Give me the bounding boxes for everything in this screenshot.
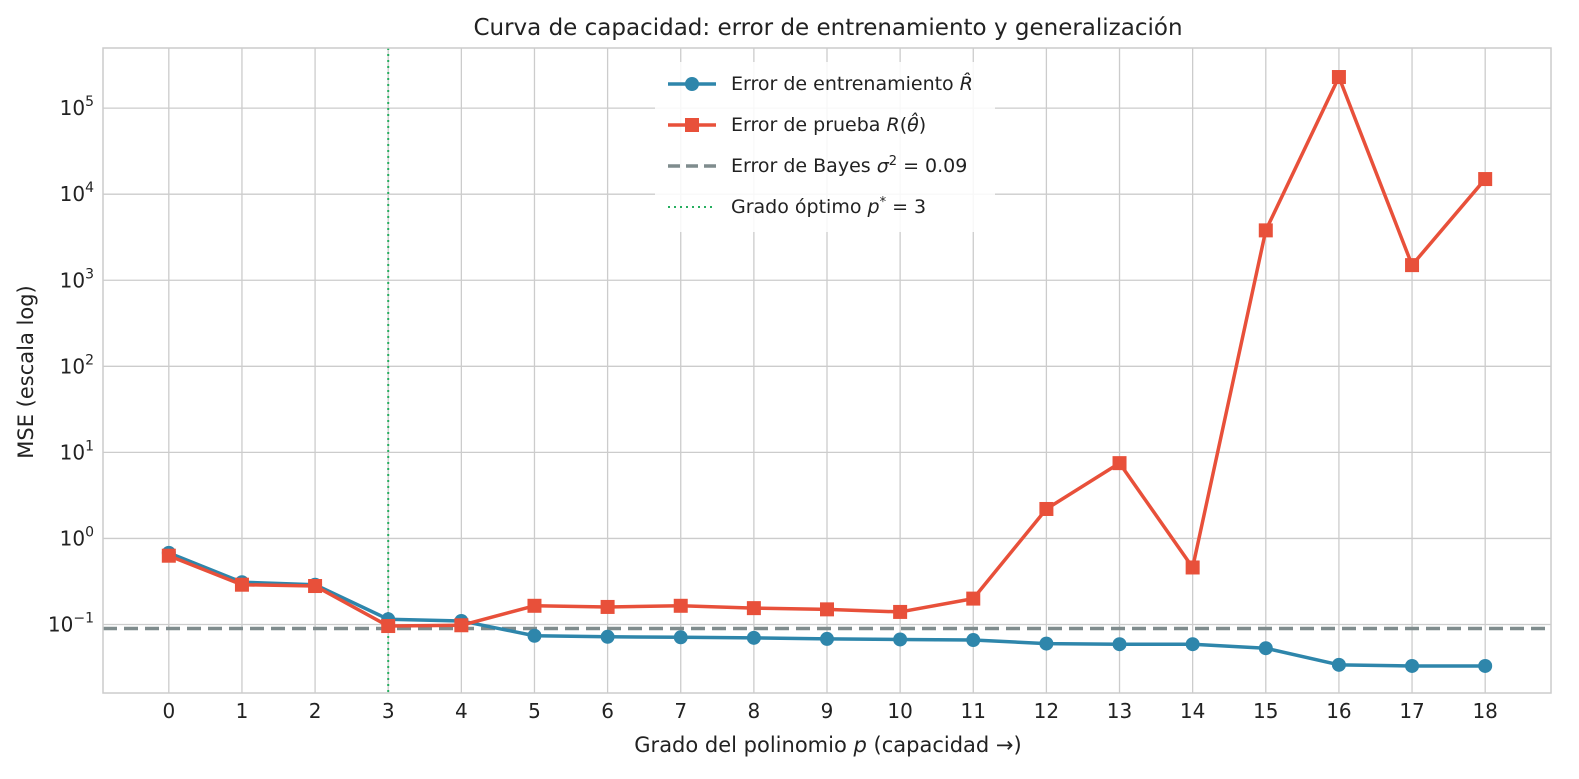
x-tick-label: 3 [382,699,395,723]
test-error-point [161,548,176,563]
test-error-point [673,598,688,613]
y-tick-label: 101 [60,438,94,464]
x-tick-label: 10 [887,699,912,723]
test-error-point [1258,223,1273,238]
x-tick-label: 2 [309,699,322,723]
train-error-point [893,632,908,647]
train-error-point [966,633,981,648]
series-layer [161,70,1493,673]
train-error-point [600,629,615,644]
train-error-point [746,630,761,645]
train-error-point [1039,636,1054,651]
y-tick-label: 104 [60,180,94,206]
x-tick-label: 13 [1107,699,1132,723]
test-error-point [234,577,249,592]
chart-title: Curva de capacidad: error de entrenamien… [473,15,1182,41]
legend: Error de entrenamiento R̂ Error de prueb… [655,62,995,232]
train-error-point [527,628,542,643]
x-tick-label: 14 [1180,699,1205,723]
test-error-point [527,598,542,613]
train-error-point [1331,657,1346,672]
test-error-point [381,619,396,634]
test-error-point [1185,560,1200,575]
legend-train-label: Error de entrenamiento R̂ [731,73,973,95]
y-tick-label: 10−1 [48,611,94,637]
x-tick-label: 9 [821,699,834,723]
plot-frame [102,47,1552,694]
y-tick-labels: 10−1 100 101 102 103 104 105 [48,94,94,636]
test-error-point [1331,70,1346,85]
x-tick-label: 17 [1399,699,1424,723]
test-error-point [1112,456,1127,471]
train-error-point [1112,637,1127,652]
x-tick-label: 15 [1253,699,1278,723]
legend-box [655,62,995,232]
x-tick-label: 5 [528,699,541,723]
legend-optimal-label: Grado óptimo p* = 3 [731,195,926,219]
legend-entry-test: Error de prueba R(θ̂) [668,112,926,136]
x-tick-label: 6 [601,699,614,723]
legend-entry-bayes: Error de Bayes σ2 = 0.09 [668,154,967,178]
x-tick-label: 8 [748,699,761,723]
legend-bayes-label: Error de Bayes σ2 = 0.09 [731,154,967,178]
y-tick-label: 102 [60,352,94,378]
x-tick-label: 7 [674,699,687,723]
test-error-point [600,599,615,614]
test-error-point [1039,501,1054,516]
train-error-point [1405,658,1420,673]
y-tick-label: 103 [60,266,94,292]
reference-lines [103,48,1551,693]
x-tick-labels: 0 1 2 3 4 5 6 7 8 9 10 11 12 13 14 15 16 17 18 [162,699,1497,723]
y-tick-label: 105 [60,94,94,120]
test-error-point [746,601,761,616]
test-error-point [454,618,469,633]
legend-entry-train: Error de entrenamiento R̂ [668,73,973,95]
x-tick-label: 18 [1472,699,1497,723]
test-error-point [1478,172,1493,187]
legend-entry-optimal: Grado óptimo p* = 3 [668,195,926,219]
train-error-point [1258,641,1273,656]
test-error-point [1405,258,1420,273]
legend-train-marker [685,77,699,91]
x-tick-label: 0 [162,699,175,723]
test-error-point [820,602,834,617]
y-axis-label: MSE (escala log) [14,285,38,458]
legend-test-label: Error de prueba R(θ̂) [731,112,926,136]
train-error-point [1185,637,1200,652]
x-tick-label: 12 [1034,699,1059,723]
train-error-point [1478,658,1493,673]
legend-test-marker [685,118,699,132]
test-error-point [893,604,908,619]
x-tick-label: 11 [961,699,986,723]
x-tick-label: 4 [455,699,468,723]
y-tick-label: 100 [60,524,94,550]
train-error-point [820,631,834,646]
x-tick-label: 16 [1326,699,1351,723]
train-error-point [673,630,688,645]
test-error-point [308,579,323,594]
x-tick-label: 1 [236,699,249,723]
test-error-point [966,591,981,606]
x-axis-label: Grado del polinomio p (capacidad →) [634,733,1021,757]
